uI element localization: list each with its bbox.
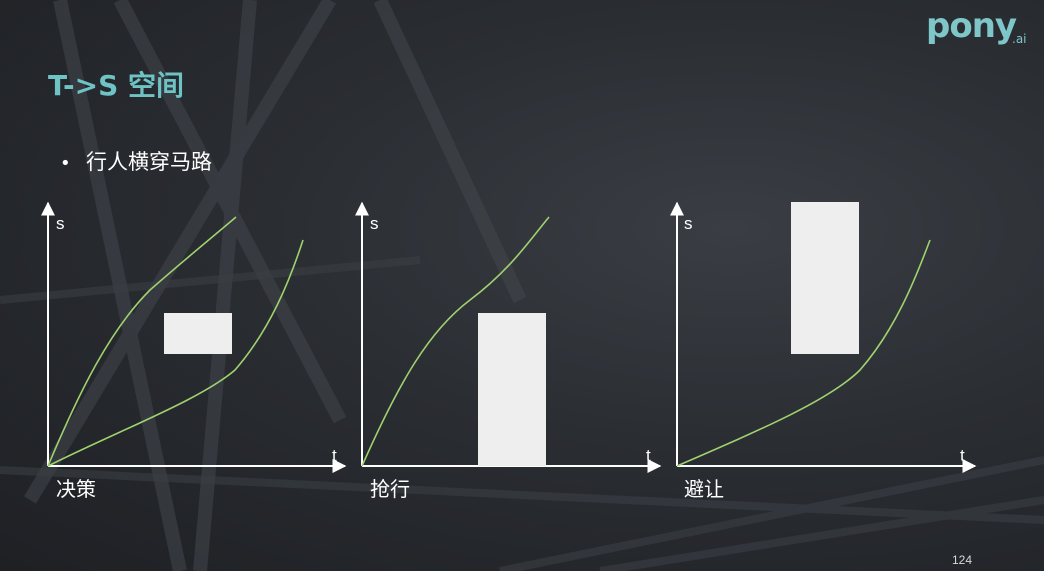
trajectory-rush xyxy=(47,216,237,467)
page-number: 124 xyxy=(952,553,973,567)
panel-rush: s t 抢行 xyxy=(355,201,662,501)
logo-suffix: .ai xyxy=(1012,32,1027,46)
panel-decision: s t 决策 xyxy=(41,201,347,501)
panel-caption: 决策 xyxy=(56,477,96,501)
x-axis-label: t xyxy=(646,446,651,465)
panel-caption: 避让 xyxy=(684,477,724,501)
pedestrian-obstacle xyxy=(478,313,546,466)
bullet-dot: • xyxy=(60,153,71,174)
trajectory-yield xyxy=(47,239,304,467)
panel-caption: 抢行 xyxy=(370,477,410,501)
bullet-text: 行人横穿马路 xyxy=(86,150,212,174)
y-axis-label: s xyxy=(56,214,65,233)
y-axis-label: s xyxy=(684,214,693,233)
pedestrian-obstacle xyxy=(164,313,232,354)
x-axis-label: t xyxy=(332,446,337,465)
x-axis-label: t xyxy=(960,446,965,465)
pony-ai-logo: pony .ai xyxy=(926,6,1030,50)
trajectory-yield xyxy=(676,239,931,467)
pedestrian-obstacle xyxy=(791,202,859,354)
trajectory-rush xyxy=(361,216,550,467)
logo-wordmark: pony xyxy=(926,6,1017,46)
y-axis-label: s xyxy=(370,214,379,233)
bullet-item: • 行人横穿马路 xyxy=(60,146,212,176)
panel-yield: s t 避让 xyxy=(670,201,977,501)
slide-title: T->S 空间 xyxy=(48,69,184,102)
